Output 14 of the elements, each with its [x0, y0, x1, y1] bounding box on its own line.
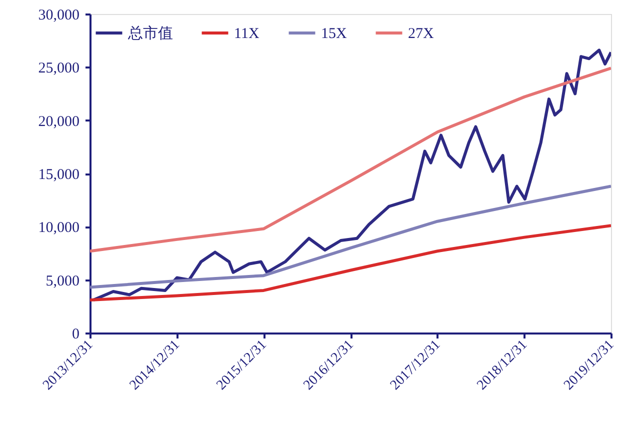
y-tick-label: 25,000	[38, 60, 80, 77]
y-tick-label: 10,000	[38, 220, 80, 236]
line-series	[90, 66, 611, 253]
y-tick-label: 0	[72, 326, 80, 342]
line-series	[90, 224, 611, 302]
line-series	[90, 184, 611, 289]
legend-label: 27X	[408, 26, 434, 42]
y-tick-label: 20,000	[38, 114, 80, 130]
legend-label: 11X	[234, 26, 260, 42]
legend-label: 总市值	[127, 25, 173, 42]
y-tick-label: 30,000	[38, 8, 80, 24]
y-tick-label: 5,000	[46, 273, 80, 290]
legend-label: 15X	[321, 26, 347, 42]
y-tick-label: 15,000	[38, 167, 80, 183]
